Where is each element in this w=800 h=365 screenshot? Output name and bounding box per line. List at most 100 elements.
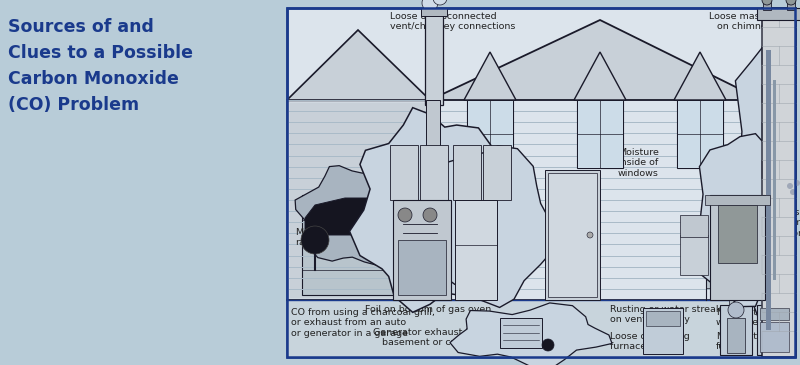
- Bar: [500, 318, 542, 348]
- Circle shape: [794, 180, 800, 186]
- Text: Clues to a Possible: Clues to a Possible: [8, 44, 193, 62]
- Text: Malfunctioning
furnace: Malfunctioning furnace: [716, 332, 786, 351]
- Bar: [721, 278, 749, 288]
- Bar: [577, 100, 623, 168]
- Text: CO from using a charcoal grill,
or exhaust from an auto
or generator in a garage: CO from using a charcoal grill, or exhau…: [291, 308, 435, 338]
- Text: Debris or soot
falling from chimney,
fireplace or appliance: Debris or soot falling from chimney, fir…: [748, 208, 800, 238]
- Polygon shape: [450, 303, 612, 365]
- Bar: [453, 145, 481, 200]
- Text: (CO) Problem: (CO) Problem: [8, 96, 139, 114]
- Bar: [421, 8, 447, 16]
- Polygon shape: [674, 52, 726, 100]
- Bar: [729, 285, 743, 307]
- Text: Sooting: Sooting: [748, 182, 784, 191]
- Circle shape: [790, 189, 796, 195]
- Bar: [467, 134, 490, 168]
- Bar: [483, 145, 511, 200]
- Bar: [727, 318, 745, 353]
- Bar: [490, 134, 513, 168]
- Bar: [678, 134, 699, 168]
- Bar: [643, 308, 683, 354]
- Text: Sources of and: Sources of and: [8, 18, 154, 36]
- Bar: [548, 173, 597, 297]
- Bar: [467, 100, 490, 134]
- Bar: [705, 195, 770, 205]
- Bar: [766, 50, 771, 330]
- Circle shape: [398, 208, 412, 222]
- Bar: [677, 100, 723, 168]
- Text: Loose or disconnected
vent/chimney connections: Loose or disconnected vent/chimney conne…: [390, 12, 515, 31]
- Circle shape: [787, 183, 793, 189]
- Circle shape: [728, 302, 744, 318]
- Bar: [680, 235, 708, 275]
- Bar: [680, 215, 708, 237]
- Text: Malfunctioning
range: Malfunctioning range: [295, 228, 365, 247]
- Bar: [706, 278, 761, 288]
- Bar: [757, 8, 800, 20]
- Bar: [420, 145, 448, 200]
- Bar: [287, 100, 430, 300]
- Text: Fireplace: Fireplace: [748, 262, 790, 271]
- Bar: [757, 305, 792, 355]
- Polygon shape: [691, 134, 790, 307]
- Bar: [455, 200, 497, 300]
- Bar: [578, 100, 599, 134]
- Bar: [290, 103, 428, 298]
- Circle shape: [422, 0, 438, 11]
- Text: Malfunctioning
water heater: Malfunctioning water heater: [716, 308, 786, 327]
- Polygon shape: [295, 166, 416, 265]
- Bar: [490, 100, 513, 134]
- Polygon shape: [305, 198, 412, 235]
- Text: Room
heater: Room heater: [440, 145, 471, 164]
- Bar: [287, 300, 795, 357]
- Polygon shape: [464, 52, 516, 100]
- Bar: [678, 100, 699, 134]
- Polygon shape: [350, 108, 510, 312]
- Bar: [701, 100, 722, 134]
- Bar: [760, 308, 789, 320]
- Circle shape: [542, 339, 554, 351]
- Circle shape: [762, 0, 772, 5]
- Polygon shape: [430, 20, 762, 100]
- Text: Loose masonry
on chimney: Loose masonry on chimney: [709, 12, 781, 31]
- Bar: [287, 100, 762, 300]
- Bar: [287, 8, 795, 357]
- Text: Loose or missing
furnace panel: Loose or missing furnace panel: [610, 332, 690, 351]
- Bar: [718, 205, 757, 263]
- Bar: [701, 134, 722, 168]
- Circle shape: [433, 0, 447, 5]
- Bar: [762, 8, 796, 357]
- Bar: [390, 145, 418, 200]
- Circle shape: [587, 232, 593, 238]
- Bar: [760, 322, 789, 352]
- Bar: [287, 8, 795, 357]
- Polygon shape: [727, 48, 794, 328]
- Bar: [720, 305, 752, 355]
- Bar: [710, 195, 765, 300]
- Bar: [601, 134, 622, 168]
- Bar: [763, 0, 771, 10]
- Text: Generator exhaust in home,
basement or crawlspace: Generator exhaust in home, basement or c…: [373, 328, 507, 347]
- Polygon shape: [574, 52, 626, 100]
- Bar: [578, 134, 599, 168]
- Bar: [425, 8, 443, 105]
- Bar: [393, 200, 451, 300]
- Polygon shape: [287, 30, 430, 100]
- Polygon shape: [426, 146, 555, 307]
- Bar: [646, 311, 680, 326]
- Bar: [787, 0, 795, 10]
- Text: Rusting or water streaking
on vent/chimney: Rusting or water streaking on vent/chimn…: [610, 305, 736, 324]
- Bar: [467, 100, 513, 168]
- Bar: [408, 212, 414, 220]
- Circle shape: [423, 208, 437, 222]
- Circle shape: [301, 226, 329, 254]
- Text: Carbon Monoxide: Carbon Monoxide: [8, 70, 179, 88]
- Bar: [400, 215, 440, 270]
- Text: Foil on bottom of gas oven: Foil on bottom of gas oven: [365, 305, 491, 314]
- Bar: [773, 80, 776, 280]
- Bar: [398, 240, 446, 295]
- Bar: [426, 100, 440, 215]
- Bar: [302, 195, 417, 295]
- Bar: [601, 100, 622, 134]
- Bar: [545, 170, 600, 300]
